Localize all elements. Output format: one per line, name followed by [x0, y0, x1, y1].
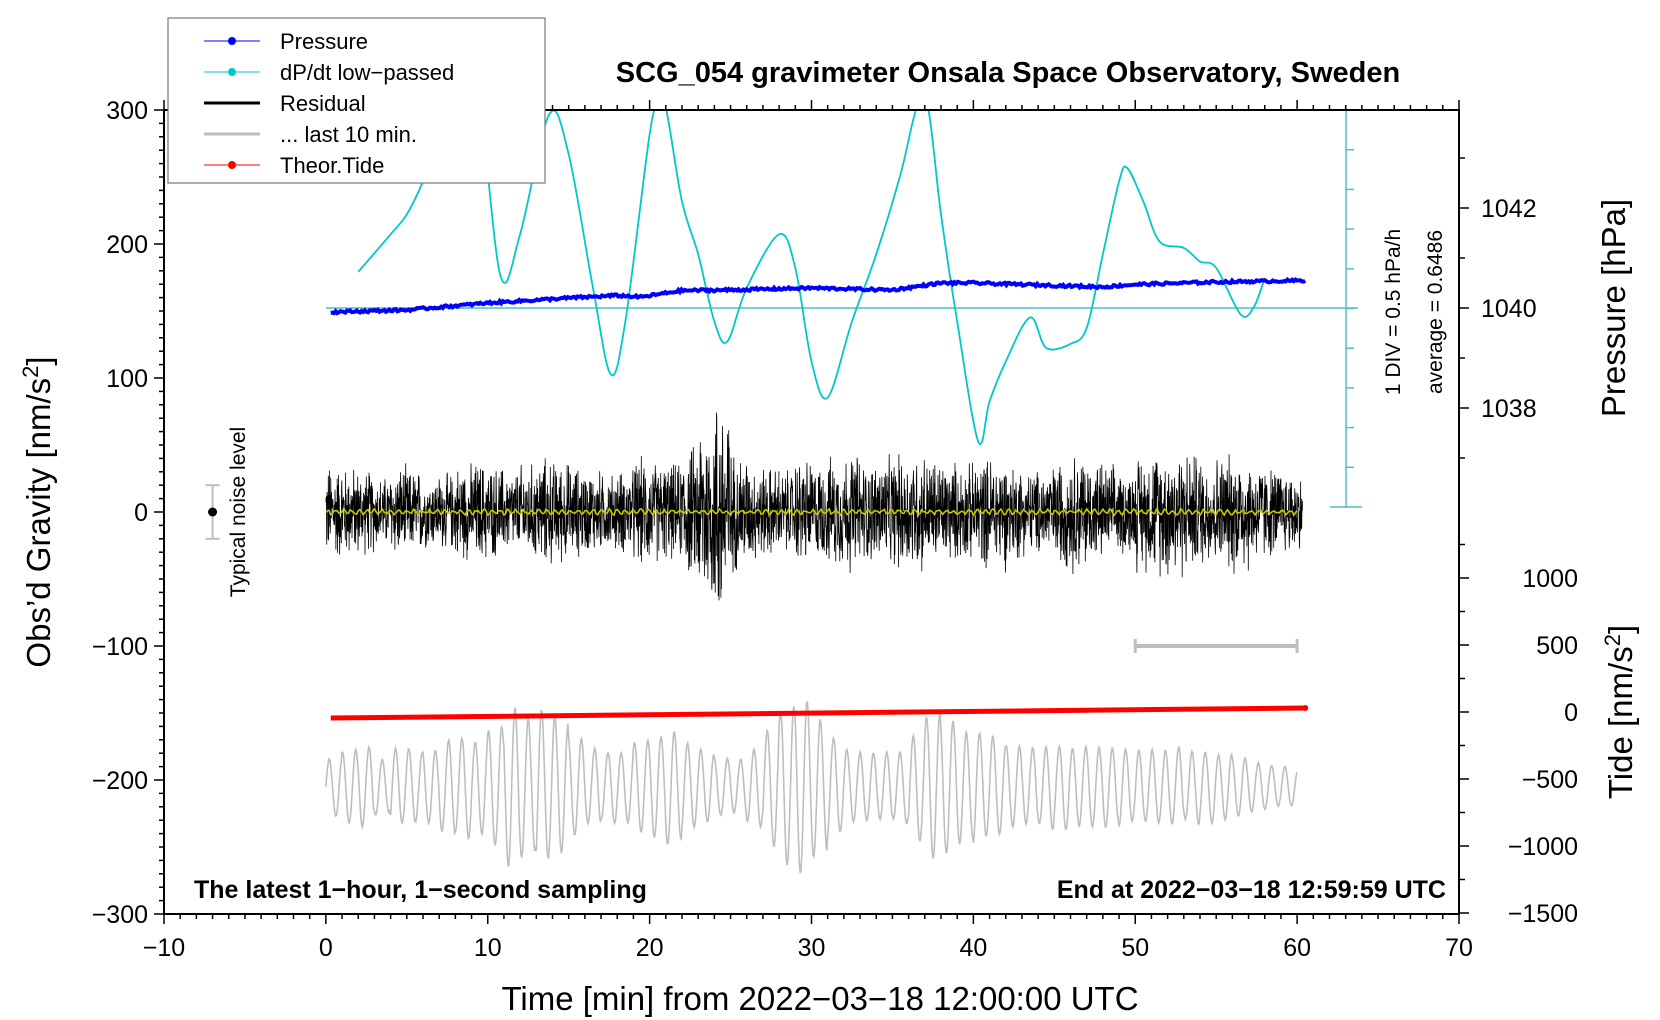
pressure-tick-label: 1040	[1481, 295, 1537, 323]
legend-label: Theor.Tide	[280, 153, 384, 178]
x-tick-label: −10	[143, 934, 185, 962]
legend: Pressure dP/dt low−passed Residual ... last…	[167, 17, 546, 184]
legend-box	[167, 17, 546, 184]
y-tick-label: 0	[134, 499, 148, 527]
y-tick-label: 300	[106, 97, 148, 125]
y-axis-title-left: Obs’d Gravity [nm/s2]	[18, 356, 57, 667]
legend-label: Residual	[280, 91, 366, 116]
x-tick-label: 60	[1283, 934, 1311, 962]
tide-tick-label: 500	[1536, 632, 1578, 660]
theor-tide-series-line	[330, 705, 1306, 721]
tide-tick-label: −1000	[1508, 833, 1578, 861]
legend-entry: dP/dt low−passed	[204, 60, 454, 85]
pressure-series-line	[330, 276, 1307, 316]
legend-entry: ... last 10 min.	[204, 122, 417, 147]
last-10-min-series-line	[325, 701, 1298, 874]
legend-entry: Theor.Tide	[204, 153, 384, 178]
theor-tide-end-marker	[1302, 704, 1309, 711]
x-axis-title: Time [min] from 2022−03−18 12:00:00 UTC	[501, 980, 1138, 1017]
legend-entry: Residual	[204, 91, 366, 116]
chart-title: SCG_054 gravimeter Onsala Space Observat…	[616, 57, 1400, 89]
y-axis-title-tide: Tide [nm/s2]	[1600, 625, 1639, 799]
pressure-tick-label: 1042	[1481, 195, 1537, 223]
x-tick-label: 20	[636, 934, 664, 962]
tide-tick-label: 1000	[1522, 565, 1578, 593]
y-tick-label: −100	[92, 633, 148, 661]
tide-tick-label: 0	[1564, 699, 1578, 727]
legend-marker-icon	[228, 161, 236, 169]
pressure-tick-label: 1038	[1481, 395, 1537, 423]
residual-series-line	[325, 412, 1303, 601]
footer-right: End at 2022−03−18 12:59:59 UTC	[1057, 876, 1446, 904]
dpdt-average-label: average = 0.6486	[1424, 230, 1447, 394]
noise-level-label: Typical noise level	[227, 427, 250, 597]
dpdt-series-line	[357, 110, 1266, 445]
x-tick-label: 40	[959, 934, 987, 962]
y-tick-label: −200	[92, 767, 148, 795]
legend-label: ... last 10 min.	[280, 122, 417, 147]
residual-mean-line	[325, 507, 1298, 517]
x-tick-label: 30	[798, 934, 826, 962]
x-tick-label: 50	[1121, 934, 1149, 962]
y-axis-title-pressure: Pressure [hPa]	[1595, 199, 1632, 417]
legend-label: Pressure	[280, 29, 368, 54]
y-tick-label: 200	[106, 231, 148, 259]
legend-entry: Pressure	[204, 29, 368, 54]
x-tick-label: 10	[474, 934, 502, 962]
axes: −10 0 10 20 30 40 50 60 703002001000−100−200−300…	[92, 97, 1578, 962]
x-tick-label: 0	[319, 934, 333, 962]
y-tick-label: 100	[106, 365, 148, 393]
legend-marker-icon	[228, 37, 236, 45]
tide-tick-label: −1500	[1508, 900, 1578, 928]
dpdt-scale-label: 1 DIV = 0.5 hPa/h	[1382, 229, 1405, 395]
x-tick-label: 70	[1445, 934, 1473, 962]
plot-area	[205, 109, 1362, 874]
footer-left: The latest 1−hour, 1−second sampling	[194, 876, 647, 904]
legend-label: dP/dt low−passed	[280, 60, 454, 85]
tide-tick-label: −500	[1522, 766, 1578, 794]
legend-marker-icon	[228, 68, 236, 76]
y-tick-label: −300	[92, 901, 148, 929]
noise-level-marker	[208, 507, 218, 517]
